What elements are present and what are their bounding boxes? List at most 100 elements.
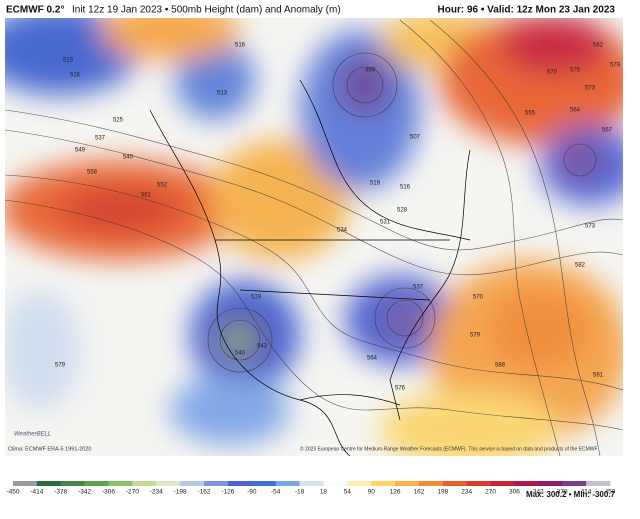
colorbar-swatch (132, 481, 157, 486)
colorbar-swatch (466, 481, 491, 486)
colorbar-label: -342 (78, 489, 91, 496)
colorbar-label: 198 (437, 489, 448, 496)
colorbar-swatch (227, 481, 253, 486)
valid: Hour: 96 • Valid: 12z Mon 23 Jan 2023 (438, 5, 616, 16)
colorbar-label: -90 (247, 489, 257, 496)
contour-label: 579 (55, 363, 66, 369)
colorbar-label: -378 (54, 489, 67, 496)
contour-label: 528 (397, 208, 408, 214)
colorbar-swatch (347, 481, 372, 486)
contour-label: 576 (395, 386, 406, 392)
colorbar-label: -198 (174, 489, 187, 496)
contour-label: 564 (570, 108, 581, 114)
logo: WeatherBELL (14, 432, 51, 438)
contour-label: 558 (87, 170, 98, 176)
contour-label: 549 (75, 148, 86, 154)
contour-label: 582 (575, 263, 586, 269)
contour-label: 516 (235, 43, 246, 49)
contour-label: 507 (410, 135, 421, 141)
colorbar-label: -450 (6, 489, 19, 496)
colorbar-swatch (562, 481, 587, 486)
colorbar-swatch (251, 481, 276, 486)
contour-label: 570 (473, 295, 484, 301)
contour-label: 576 (570, 68, 581, 74)
colorbar-label: 162 (414, 489, 425, 496)
contour-label: 573 (585, 86, 596, 92)
clima: Clima: ECMWF ERA-5 1991-2020 (8, 446, 91, 452)
contour-labels: 513 516 516 513 525 537 549 540 558 561 552 489 507 5… (55, 43, 621, 392)
map (5, 18, 623, 456)
contour-label: 564 (367, 356, 378, 362)
colorbar-label: 18 (320, 489, 328, 496)
init: Init 12z 19 Jan 2023 • 500mb Height (dam… (72, 5, 341, 16)
contour-label: 543 (257, 344, 268, 350)
colorbar-swatch (490, 481, 515, 486)
colorbar-swatch (371, 481, 396, 486)
colorbar-label: -306 (102, 489, 115, 496)
colorbar-label: -270 (126, 489, 139, 496)
contour-label: 573 (585, 224, 596, 230)
contour-label: 579 (470, 333, 481, 339)
colorbar-label: 90 (368, 489, 376, 496)
colorbar-label: -162 (198, 489, 211, 496)
contour-label: 513 (63, 58, 74, 64)
colorbar-swatch (586, 481, 611, 486)
colorbar-swatch (275, 481, 300, 486)
contour-label: 525 (113, 118, 124, 124)
colorbar-swatch (156, 481, 181, 486)
contour-label: 537 (95, 136, 106, 142)
contour-label: 516 (70, 73, 81, 79)
colorbar-swatch (36, 481, 62, 486)
colorbar-label: 54 (344, 489, 352, 496)
contour-label: 540 (123, 155, 134, 161)
contour-label: 534 (337, 228, 348, 234)
colorbar-swatch (180, 481, 205, 486)
colorbar-swatch (204, 481, 229, 486)
colorbar-label: 414 (581, 489, 592, 496)
colorbar-swatch (514, 481, 539, 486)
colorbar-swatch (323, 481, 348, 486)
colorbar-label: -414 (30, 489, 43, 496)
colorbar-label: -234 (150, 489, 163, 496)
contour-label: 588 (495, 363, 506, 369)
contour-label: 519 (251, 295, 262, 301)
contour-label: 552 (157, 183, 168, 189)
contour-label: 537 (413, 285, 424, 291)
contour-label: 567 (602, 128, 613, 134)
colorbar-swatch (418, 481, 444, 486)
contour-label: 489 (365, 68, 376, 74)
colorbar-label: 342 (533, 489, 544, 496)
model: ECMWF 0.2° (6, 5, 64, 16)
colorbar-label: 234 (461, 489, 472, 496)
colorbar-label: 306 (509, 489, 520, 496)
colorbar-swatch (84, 481, 109, 486)
colorbar-label: 270 (485, 489, 496, 496)
contour-label: 513 (217, 91, 228, 97)
contour-label: 519 (370, 181, 381, 187)
contour-label: 516 (400, 185, 411, 191)
contour-label: 561 (141, 193, 152, 199)
colorbar-swatch (538, 481, 563, 486)
colorbar-swatch (395, 481, 420, 486)
contour-label: 555 (525, 111, 536, 117)
credit: © 2023 European Centre for Medium-Range … (300, 445, 598, 452)
colorbar-label: 450 (605, 489, 616, 496)
contour-label: 531 (380, 220, 391, 226)
colorbar-label: -54 (271, 489, 281, 496)
colorbar-swatch (442, 481, 468, 486)
colorbar-swatch (13, 481, 38, 486)
colorbar-label: -18 (295, 489, 305, 496)
contour-label: 570 (547, 70, 558, 76)
colorbar-label: -126 (221, 489, 234, 496)
contour-label: 591 (593, 373, 604, 379)
colorbar-label: 126 (390, 489, 401, 496)
colorbar-swatch (60, 481, 85, 486)
contour-label: 582 (593, 43, 604, 49)
contour-label: 579 (610, 63, 621, 69)
max-min: Max: 300.2 • Min: -300.7 (526, 490, 616, 499)
colorbar-swatch (299, 481, 324, 486)
colorbar: -450 -414 -378 -342 -306 -270 -234 -198 -162 -126… (6, 481, 616, 496)
contour-label: 540 (235, 351, 246, 357)
colorbar-swatch (108, 481, 133, 486)
